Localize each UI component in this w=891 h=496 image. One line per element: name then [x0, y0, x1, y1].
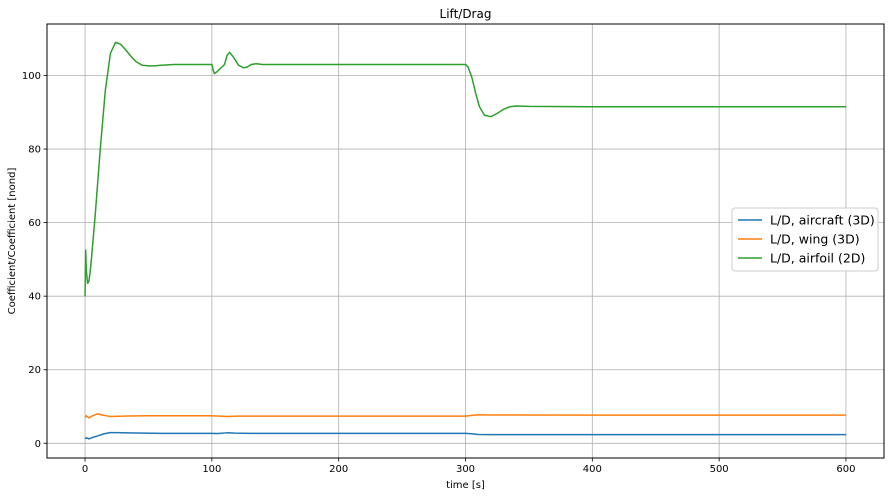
series-line-3	[84, 41, 846, 297]
series-line-2	[84, 413, 846, 419]
series-line-1	[84, 431, 846, 440]
y-axis-label: Coefficient/Coefficient [nond]	[7, 168, 18, 315]
legend: L/D, aircraft (3D) L/D, wing (3D) L/D, air…	[731, 207, 879, 272]
legend-label-1: L/D, aircraft (3D)	[770, 213, 875, 228]
legend-box	[731, 207, 879, 272]
y-tick-label: 100	[22, 71, 41, 82]
x-axis-label: time [s]	[446, 480, 485, 491]
y-tick-label: 60	[28, 218, 41, 229]
x-tick-label: 300	[456, 464, 475, 475]
x-tick-label: 400	[583, 464, 602, 475]
y-tick-label: 40	[28, 292, 41, 303]
legend-label-3: L/D, airfoil (2D)	[770, 251, 865, 266]
x-tick-label: 500	[710, 464, 729, 475]
y-tick-label: 20	[28, 365, 41, 376]
series-lines	[84, 41, 846, 440]
axis-ticks: 0 100 200 300 400 500 600 0 20 40 60 80 100	[22, 71, 856, 475]
x-tick-label: 100	[202, 464, 221, 475]
legend-label-2: L/D, wing (3D)	[770, 232, 860, 247]
y-tick-label: 0	[35, 439, 41, 450]
x-tick-label: 200	[329, 464, 348, 475]
chart-title: Lift/Drag	[440, 7, 492, 21]
y-tick-label: 80	[28, 145, 41, 156]
grid	[47, 24, 884, 458]
x-tick-label: 0	[82, 464, 88, 475]
x-tick-label: 600	[836, 464, 855, 475]
